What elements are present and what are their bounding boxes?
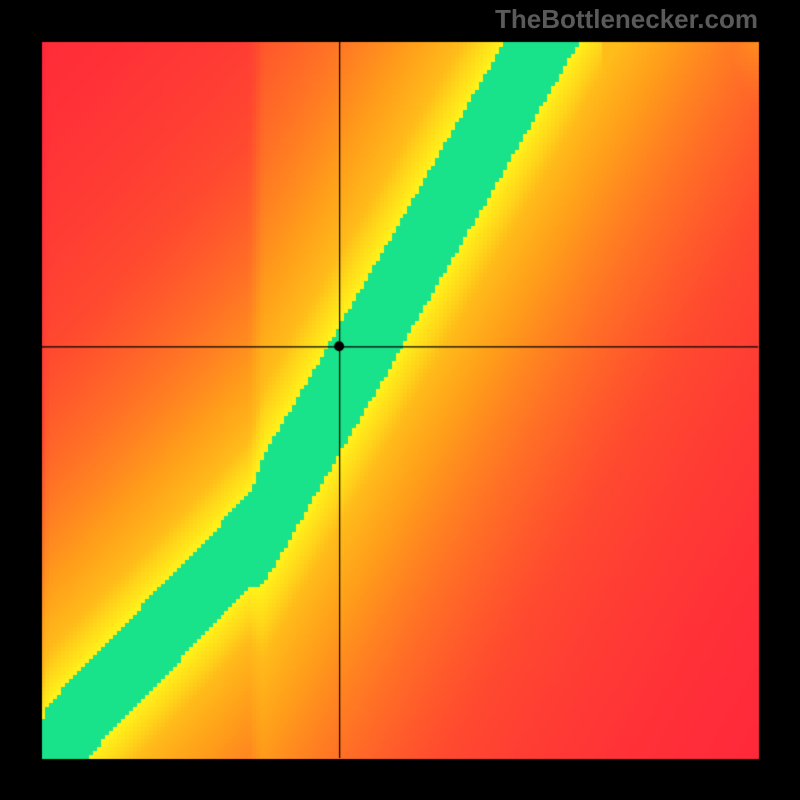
chart-container: TheBottlenecker.com xyxy=(0,0,800,800)
watermark-text: TheBottlenecker.com xyxy=(495,4,758,35)
heatmap-canvas xyxy=(0,0,800,800)
